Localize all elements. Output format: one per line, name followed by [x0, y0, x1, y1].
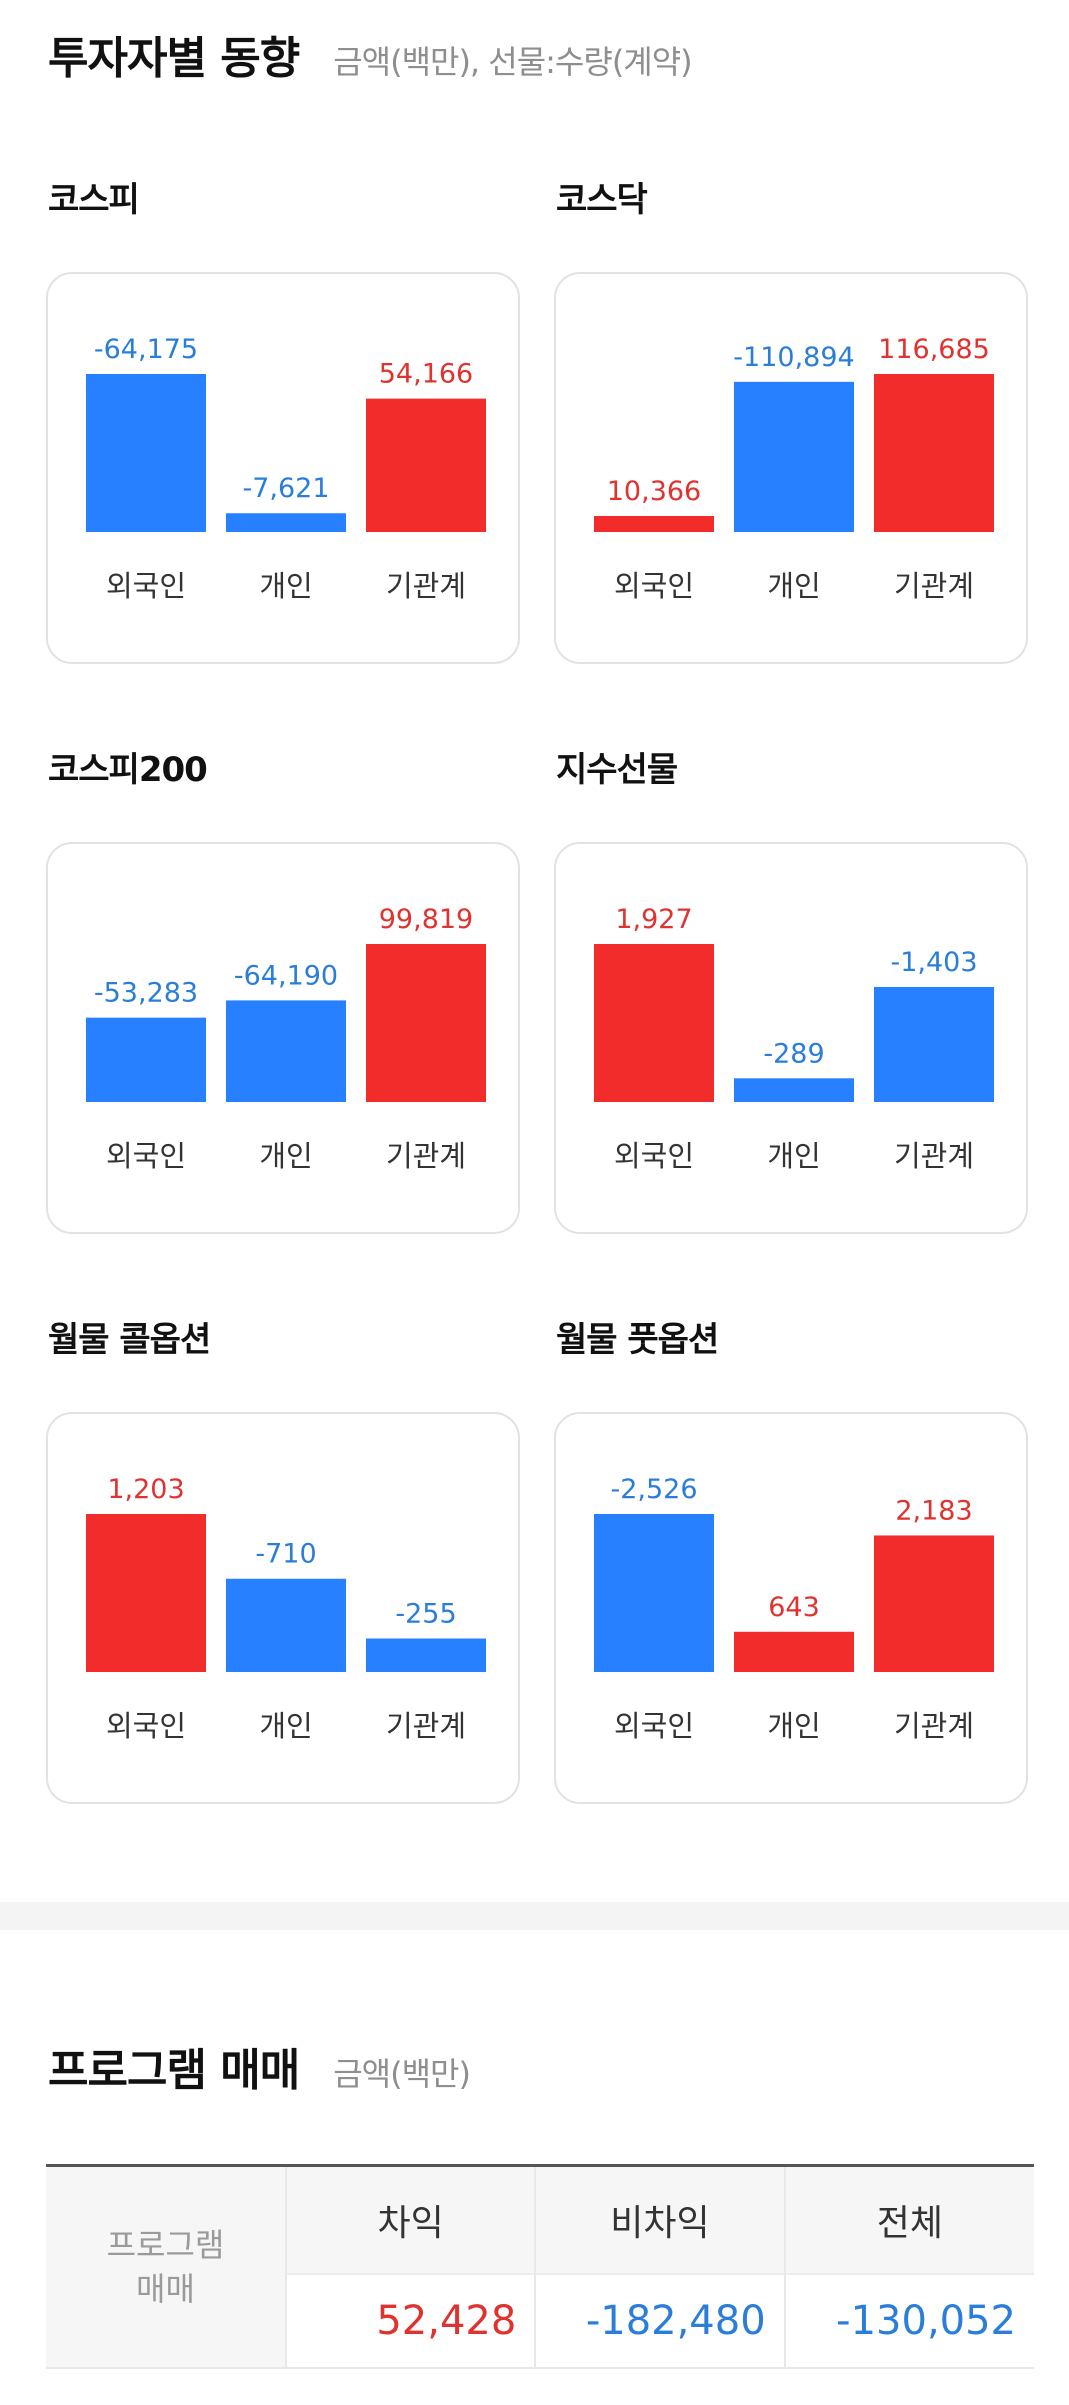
bar-chart: 10,366 외국인 -110,894 개인 116,685 기관계 [594, 334, 994, 603]
value-label-foreigner: -2,526 [610, 1474, 697, 1505]
program-section-header: 프로그램 매매 금액(백만) [48, 2034, 471, 2098]
category-label-individual: 개인 [259, 1709, 312, 1743]
bar-chart: -64,175 외국인 -7,621 개인 54,166 기관계 [86, 334, 486, 603]
bar-institution [366, 944, 486, 1102]
category-label-institution: 기관계 [894, 1709, 974, 1743]
category-label-institution: 기관계 [894, 569, 974, 603]
value-label-foreigner: 1,927 [615, 904, 692, 935]
bar-chart: -2,526 외국인 643 개인 2,183 기관계 [594, 1474, 994, 1743]
value-label-institution: 99,819 [379, 904, 473, 935]
value-label-foreigner: -53,283 [94, 978, 198, 1009]
category-label-foreigner: 외국인 [106, 1709, 186, 1743]
value-label-foreigner: 10,366 [607, 476, 701, 507]
program-value-non-arbitrage: -182,480 [534, 2272, 785, 2369]
bar-foreigner [594, 1514, 714, 1672]
investor-section-header: 투자자별 동향 금액(백만), 선물:수량(계약) [48, 22, 693, 86]
value-label-individual: -289 [763, 1038, 824, 1069]
chart-card-call-options[interactable]: 1,203 외국인 -710 개인 -255 기관계 [46, 1412, 520, 1804]
category-label-individual: 개인 [259, 569, 312, 603]
bar-chart: -53,283 외국인 -64,190 개인 99,819 기관계 [86, 904, 486, 1173]
bar-chart: 1,203 외국인 -710 개인 -255 기관계 [86, 1474, 486, 1743]
value-label-foreigner: -64,175 [94, 334, 198, 365]
bar-foreigner [594, 516, 714, 532]
category-label-individual: 개인 [767, 1139, 820, 1173]
investor-section-subtitle: 금액(백만), 선물:수량(계약) [333, 43, 692, 81]
group-label-kospi200: 코스피200 [48, 750, 208, 790]
value-label-individual: -64,190 [234, 960, 338, 991]
chart-card-kospi[interactable]: -64,175 외국인 -7,621 개인 54,166 기관계 [46, 272, 520, 664]
category-label-foreigner: 외국인 [614, 569, 694, 603]
group-label-put-options: 월물 풋옵션 [556, 1320, 719, 1360]
category-label-institution: 기관계 [386, 1709, 466, 1743]
value-label-individual: 643 [768, 1592, 820, 1623]
bar-institution [874, 374, 994, 532]
program-row-label: 프로그램 매매 [46, 2164, 286, 2369]
value-label-institution: -1,403 [890, 947, 977, 978]
category-label-individual: 개인 [259, 1139, 312, 1173]
bar-individual [226, 1000, 346, 1102]
category-label-individual: 개인 [767, 1709, 820, 1743]
category-label-individual: 개인 [767, 569, 820, 603]
bar-foreigner [86, 1514, 206, 1672]
category-label-foreigner: 외국인 [106, 1139, 186, 1173]
program-value-total: -130,052 [783, 2272, 1034, 2369]
program-col-total: 전체 [783, 2164, 1034, 2274]
program-value-arbitrage: 52,428 [284, 2272, 536, 2369]
category-label-foreigner: 외국인 [106, 569, 186, 603]
program-trading-table: 프로그램 매매 차익 비차익 전체 52,428 -182,480 -130,0… [46, 2164, 1034, 2369]
value-label-institution: 2,183 [895, 1495, 972, 1526]
category-label-foreigner: 외국인 [614, 1139, 694, 1173]
bar-foreigner [594, 944, 714, 1102]
chart-card-kosdaq[interactable]: 10,366 외국인 -110,894 개인 116,685 기관계 [554, 272, 1028, 664]
bar-foreigner [86, 1017, 206, 1102]
value-label-foreigner: 1,203 [107, 1474, 184, 1505]
group-label-call-options: 월물 콜옵션 [48, 1320, 211, 1360]
chart-card-index-futures[interactable]: 1,927 외국인 -289 개인 -1,403 기관계 [554, 842, 1028, 1234]
program-section-subtitle: 금액(백만) [333, 2055, 471, 2093]
section-divider [0, 1902, 1069, 1930]
category-label-foreigner: 외국인 [614, 1709, 694, 1743]
bar-institution [874, 1535, 994, 1672]
bar-individual [226, 513, 346, 532]
bar-foreigner [86, 374, 206, 532]
bar-institution [366, 398, 486, 532]
chart-card-put-options[interactable]: -2,526 외국인 643 개인 2,183 기관계 [554, 1412, 1028, 1804]
value-label-individual: -710 [255, 1539, 316, 1570]
category-label-institution: 기관계 [386, 1139, 466, 1173]
bar-individual [734, 381, 854, 532]
value-label-institution: 54,166 [379, 359, 473, 390]
value-label-institution: -255 [395, 1599, 456, 1630]
value-label-institution: 116,685 [878, 334, 990, 365]
investor-section-title: 투자자별 동향 [48, 33, 300, 84]
program-col-non-arbitrage: 비차익 [534, 2164, 785, 2274]
program-col-arbitrage: 차익 [284, 2164, 536, 2274]
group-label-kospi: 코스피 [48, 180, 140, 220]
bar-chart: 1,927 외국인 -289 개인 -1,403 기관계 [594, 904, 994, 1173]
category-label-institution: 기관계 [386, 569, 466, 603]
chart-card-kospi200[interactable]: -53,283 외국인 -64,190 개인 99,819 기관계 [46, 842, 520, 1234]
value-label-individual: -110,894 [733, 342, 854, 373]
group-label-index-futures: 지수선물 [556, 750, 678, 790]
bar-institution [366, 1638, 486, 1672]
bar-individual [734, 1631, 854, 1672]
bar-institution [874, 986, 994, 1102]
group-label-kosdaq: 코스닥 [556, 180, 648, 220]
category-label-institution: 기관계 [894, 1139, 974, 1173]
value-label-individual: -7,621 [242, 473, 329, 504]
program-section-title: 프로그램 매매 [48, 2045, 300, 2096]
bar-individual [226, 1578, 346, 1672]
bar-individual [734, 1078, 854, 1102]
